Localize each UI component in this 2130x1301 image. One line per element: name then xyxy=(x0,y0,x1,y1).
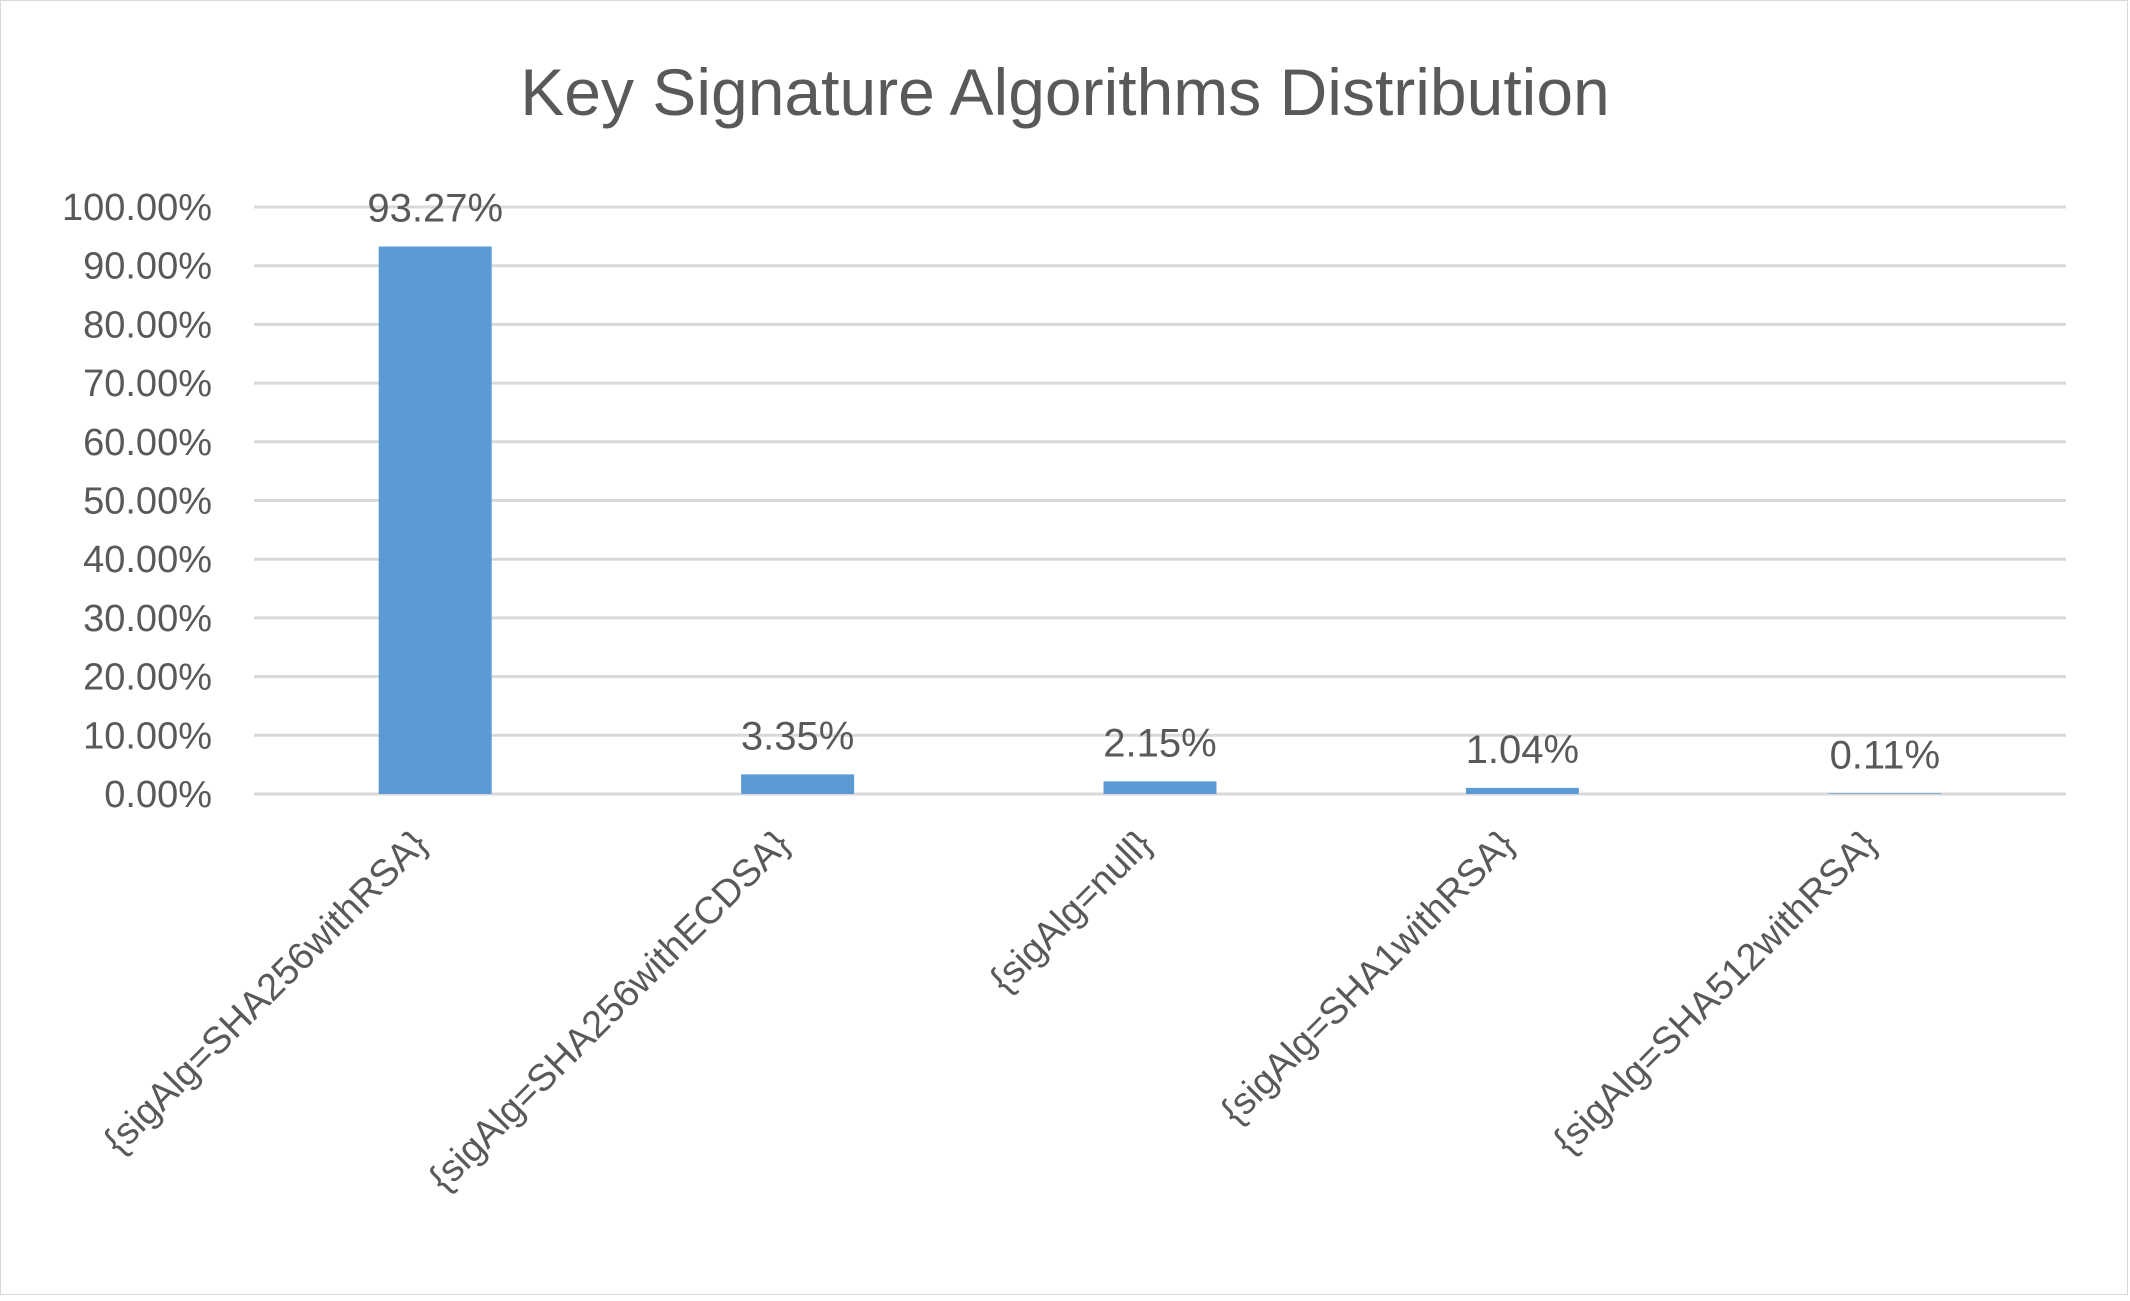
bar xyxy=(378,246,492,794)
x-axis-ticks: {sigAlg=SHA256withRSA}{sigAlg=SHA256with… xyxy=(96,823,1885,1200)
chart-title: Key Signature Algorithms Distribution xyxy=(520,55,1610,129)
data-label: 93.27% xyxy=(367,187,503,231)
y-axis-ticks: 0.00% 10.00% 20.00% 30.00% 40.00% 50.00% 60.00… xyxy=(62,187,212,816)
x-tick-label: {sigAlg=null} xyxy=(982,823,1160,1001)
x-tick-label: {sigAlg=SHA256withECDSA} xyxy=(421,823,798,1200)
y-tick-label: 0.00% xyxy=(104,774,212,816)
y-tick-label: 50.00% xyxy=(83,481,212,523)
y-tick-label: 20.00% xyxy=(83,657,212,699)
bar xyxy=(1103,781,1217,794)
x-tick-label: {sigAlg=SHA256withRSA} xyxy=(96,823,436,1163)
bar xyxy=(1828,793,1942,794)
bar xyxy=(1465,787,1579,794)
y-tick-label: 60.00% xyxy=(83,422,212,464)
data-label: 2.15% xyxy=(1103,721,1216,765)
x-tick-label: {sigAlg=SHA512withRSA} xyxy=(1546,823,1886,1163)
y-tick-label: 40.00% xyxy=(83,539,212,581)
bars xyxy=(378,246,1942,794)
y-tick-label: 80.00% xyxy=(83,304,212,346)
gridlines xyxy=(254,205,2066,796)
y-tick-label: 100.00% xyxy=(62,187,212,229)
y-tick-label: 90.00% xyxy=(83,246,212,288)
y-tick-label: 70.00% xyxy=(83,363,212,405)
bar xyxy=(741,774,855,794)
data-label: 0.11% xyxy=(1830,733,1940,777)
x-tick-label: {sigAlg=SHA1withRSA} xyxy=(1213,823,1523,1133)
y-tick-label: 30.00% xyxy=(83,598,212,640)
data-label: 1.04% xyxy=(1466,728,1579,772)
y-tick-label: 10.00% xyxy=(83,715,212,757)
data-label: 3.35% xyxy=(741,714,854,758)
data-labels: 93.27% 3.35% 2.15% 1.04% 0.11% xyxy=(367,187,1940,778)
